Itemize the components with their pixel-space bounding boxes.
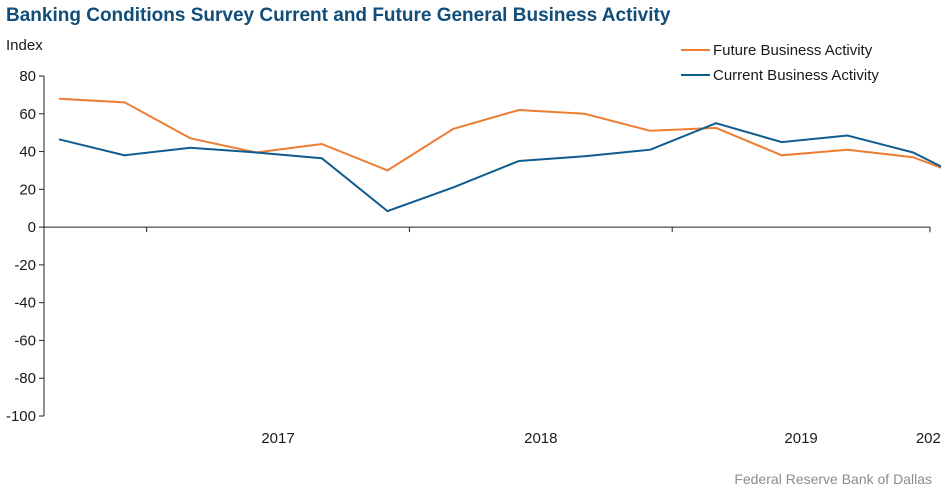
y-tick-label: -40 xyxy=(14,295,36,312)
y-tick-label: 0 xyxy=(28,219,36,236)
series-layer: 50.012.3 xyxy=(58,97,941,213)
y-tick-label: -100 xyxy=(6,408,36,425)
y-axis-label: Index xyxy=(6,37,43,54)
y-tick-label: -80 xyxy=(14,370,36,387)
x-tick-label: 2019 xyxy=(784,430,817,447)
y-tick-label: 80 xyxy=(19,68,36,85)
x-tick-label: 2017 xyxy=(261,430,294,447)
series-line-current xyxy=(58,122,941,213)
axes: Index 80 60 40 20 0 -20 -40 -60 -80 -100 2017 2018 20… xyxy=(6,37,941,447)
series-line-future xyxy=(58,97,941,172)
x-tick-label: 2018 xyxy=(524,430,557,447)
legend: Future Business Activity Current Business… xyxy=(681,42,879,84)
chart-title: Banking Conditions Survey Current and Fu… xyxy=(6,5,671,26)
x-tick-label: 2020 xyxy=(916,430,941,447)
y-tick-label: 40 xyxy=(19,144,36,161)
y-tick-label: -60 xyxy=(14,332,36,349)
y-tick-label: 20 xyxy=(19,181,36,198)
y-tick-label: 60 xyxy=(19,106,36,123)
y-tick-label: -20 xyxy=(14,257,36,274)
source-note: Federal Reserve Bank of Dallas xyxy=(734,471,932,487)
legend-label: Current Business Activity xyxy=(713,67,879,84)
legend-label: Future Business Activity xyxy=(713,42,873,59)
